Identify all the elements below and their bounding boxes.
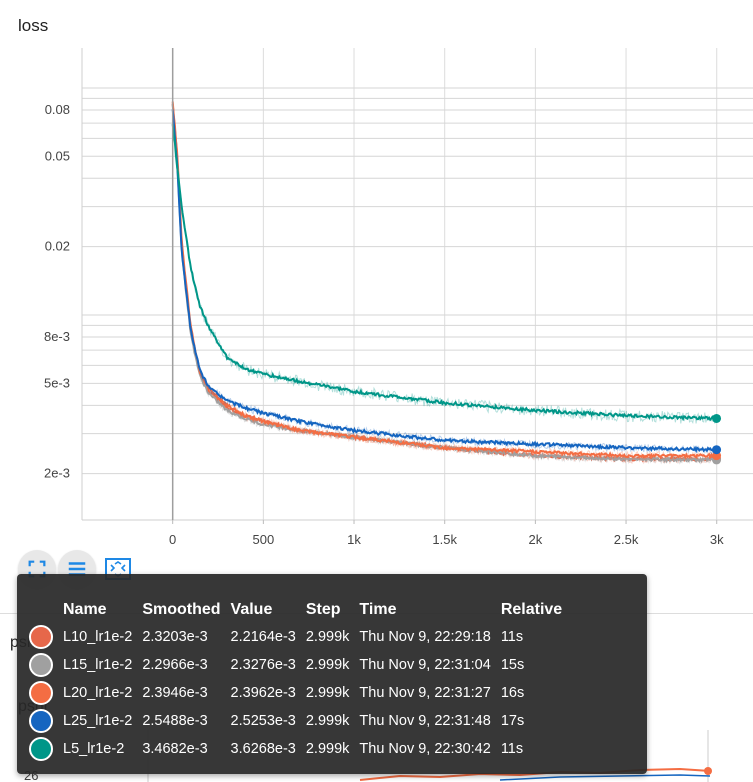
tooltip-cell-value: 2.3962e-3 bbox=[230, 685, 296, 701]
tooltip-cell-name: L15_lr1e-2 bbox=[63, 657, 133, 673]
tooltip-cell-time: Thu Nov 9, 22:29:18 bbox=[359, 629, 491, 645]
series-color-swatch bbox=[29, 653, 53, 677]
x-tick-label: 3k bbox=[710, 532, 724, 547]
tooltip-cell-step: 2.999k bbox=[305, 685, 350, 701]
tooltip-table: Name Smoothed Value Step Time Relative L… bbox=[29, 597, 568, 763]
y-tick-label: 8e-3 bbox=[44, 329, 70, 344]
tooltip-cell-step: 2.999k bbox=[305, 629, 350, 645]
tooltip-cell-smoothed: 2.2966e-3 bbox=[142, 657, 208, 673]
tooltip-cell-value: 3.6268e-3 bbox=[230, 741, 296, 757]
series-color-swatch bbox=[29, 625, 53, 649]
header-value: Value bbox=[230, 601, 273, 618]
header-smoothed: Smoothed bbox=[142, 601, 221, 618]
tooltip-cell-smoothed: 2.5488e-3 bbox=[142, 713, 208, 729]
series-color-swatch bbox=[29, 681, 53, 705]
tooltip-row: L15_lr1e-2 2.2966e-3 2.3276e-3 2.999k Thu No… bbox=[29, 651, 568, 679]
series-lines bbox=[171, 100, 722, 465]
tooltip-cell-relative: 16s bbox=[500, 685, 525, 701]
tooltip-cell-smoothed: 2.3203e-3 bbox=[142, 629, 208, 645]
series-raw-line bbox=[172, 125, 716, 424]
tooltip-cell-value: 2.2164e-3 bbox=[230, 629, 296, 645]
tooltip-cell-name: L5_lr1e-2 bbox=[63, 741, 125, 757]
header-step: Step bbox=[305, 601, 341, 618]
y-tick-label: 5e-3 bbox=[44, 375, 70, 390]
data-tooltip: Name Smoothed Value Step Time Relative L… bbox=[17, 574, 647, 774]
tooltip-cell-relative: 11s bbox=[500, 629, 524, 645]
x-tick-label: 1.5k bbox=[432, 532, 457, 547]
tooltip-cell-step: 2.999k bbox=[305, 741, 350, 757]
series-line bbox=[171, 124, 717, 422]
tooltip-cell-relative: 11s bbox=[500, 741, 524, 757]
tooltip-cell-time: Thu Nov 9, 22:31:27 bbox=[359, 685, 491, 701]
series-color-swatch bbox=[29, 737, 53, 761]
tooltip-cell-name: L25_lr1e-2 bbox=[63, 713, 133, 729]
tooltip-cell-name: L20_lr1e-2 bbox=[63, 685, 133, 701]
y-tick-label: 0.08 bbox=[45, 102, 70, 117]
x-tick-label: 2.5k bbox=[614, 532, 639, 547]
tooltip-cell-value: 2.5253e-3 bbox=[230, 713, 296, 729]
fullscreen-icon bbox=[28, 560, 46, 578]
tooltip-header-row: Name Smoothed Value Step Time Relative bbox=[29, 597, 568, 623]
axes: 0 500 1k 1.5k 2k 2.5k 3k 2e-3 5e-3 8e-3 0.02 0.05 0.… bbox=[44, 48, 753, 547]
series-line bbox=[171, 101, 717, 460]
tooltip-cell-relative: 15s bbox=[500, 657, 525, 673]
y-tick-label: 0.02 bbox=[45, 239, 70, 254]
series-color-swatch bbox=[29, 709, 53, 733]
series-line bbox=[171, 109, 716, 454]
tooltip-cell-smoothed: 3.4682e-3 bbox=[142, 741, 208, 757]
x-tick-label: 500 bbox=[252, 532, 274, 547]
y-tick-label: 2e-3 bbox=[44, 466, 70, 481]
x-tick-label: 2k bbox=[529, 532, 543, 547]
tooltip-cell-smoothed: 2.3946e-3 bbox=[142, 685, 208, 701]
series-end-marker bbox=[712, 445, 722, 455]
tooltip-row: L5_lr1e-2 3.4682e-3 3.6268e-3 2.999k Thu Nov… bbox=[29, 735, 568, 763]
grid bbox=[81, 48, 753, 520]
tooltip-row: L25_lr1e-2 2.5488e-3 2.5253e-3 2.999k Thu No… bbox=[29, 707, 568, 735]
tooltip-cell-relative: 17s bbox=[500, 713, 525, 729]
tooltip-cell-time: Thu Nov 9, 22:30:42 bbox=[359, 741, 491, 757]
header-relative: Relative bbox=[500, 601, 563, 618]
tooltip-cell-time: Thu Nov 9, 22:31:48 bbox=[359, 713, 491, 729]
chart-title: loss bbox=[18, 16, 49, 35]
background-series-end-marker bbox=[704, 767, 712, 775]
tooltip-cell-step: 2.999k bbox=[305, 713, 350, 729]
tooltip-row: L10_lr1e-2 2.3203e-3 2.2164e-3 2.999k Thu No… bbox=[29, 623, 568, 651]
x-tick-label: 1k bbox=[347, 532, 361, 547]
y-tick-label: 0.05 bbox=[45, 148, 70, 163]
background-series-line bbox=[499, 774, 711, 781]
loss-chart[interactable]: 0 500 1k 1.5k 2k 2.5k 3k 2e-3 5e-3 8e-3 0.02 0.05 0.… bbox=[0, 40, 753, 550]
x-tick-label: 0 bbox=[169, 532, 176, 547]
header-time: Time bbox=[359, 601, 397, 618]
header-name: Name bbox=[63, 601, 107, 618]
tooltip-cell-step: 2.999k bbox=[305, 657, 350, 673]
tooltip-cell-value: 2.3276e-3 bbox=[230, 657, 296, 673]
series-end-marker bbox=[712, 413, 722, 423]
tooltip-cell-name: L10_lr1e-2 bbox=[63, 629, 133, 645]
tooltip-cell-time: Thu Nov 9, 22:31:04 bbox=[359, 657, 491, 673]
tooltip-row: L20_lr1e-2 2.3946e-3 2.3962e-3 2.999k Thu No… bbox=[29, 679, 568, 707]
